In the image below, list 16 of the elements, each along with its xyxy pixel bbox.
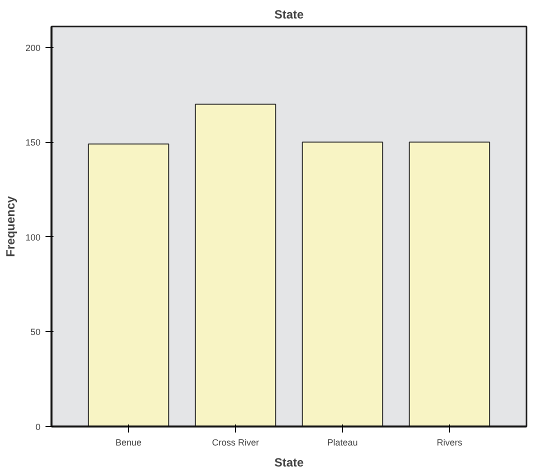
x-tick-label: Cross River	[212, 438, 260, 448]
y-tick-label: 150	[25, 138, 41, 148]
chart-title: State	[274, 8, 304, 22]
x-tick-label: Benue	[116, 438, 142, 448]
y-tick-label: 0	[35, 422, 41, 432]
bar	[194, 104, 276, 426]
bar	[302, 142, 384, 426]
y-tick-label: 100	[25, 232, 41, 242]
x-tick-label: Rivers	[436, 438, 463, 448]
x-tick-label: Plateau	[327, 438, 358, 448]
y-tick-label: 200	[25, 42, 41, 53]
bar	[408, 142, 490, 426]
x-axis-title: State	[274, 456, 304, 470]
y-axis-title: Frequency	[3, 196, 18, 257]
y-tick-label: 50	[30, 327, 41, 338]
bar	[88, 144, 170, 426]
